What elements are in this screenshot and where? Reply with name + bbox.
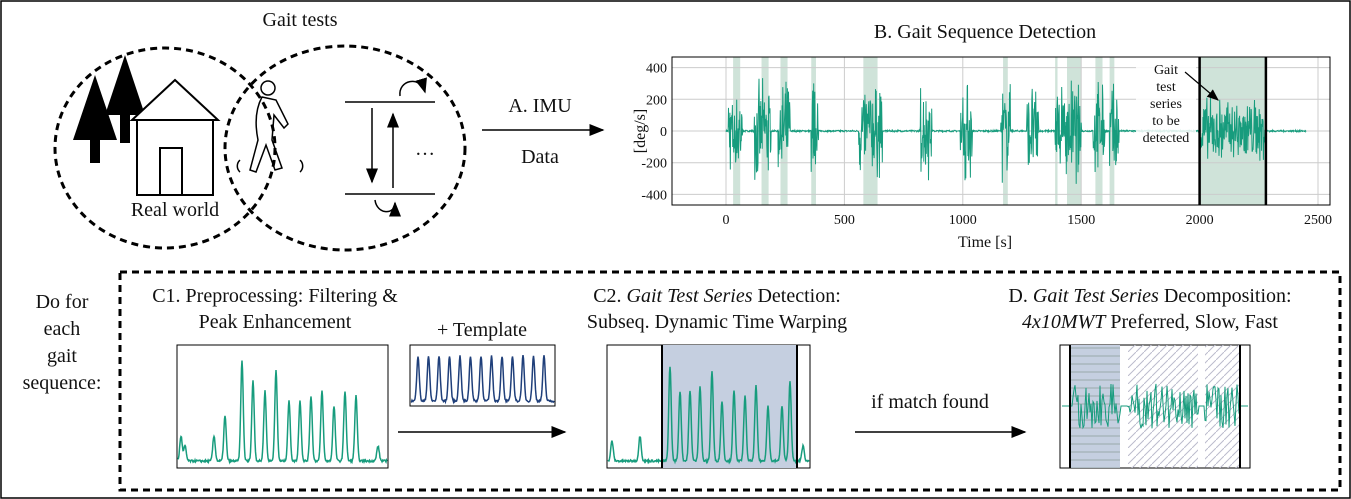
loop-text: gait	[47, 345, 77, 367]
annotation-bg	[1136, 60, 1196, 148]
plot-b-title: B. Gait Sequence Detection	[874, 21, 1096, 43]
x-tick-label: 1000	[949, 213, 977, 228]
x-tick-label: 0	[723, 213, 730, 228]
loop-box	[118, 270, 1342, 492]
annotation-text: test	[1156, 80, 1176, 95]
imu-signal	[725, 78, 1307, 184]
peak-signal	[607, 366, 810, 465]
annotation-text: to be	[1152, 114, 1180, 129]
gait-tests-label: Gait tests	[263, 9, 338, 31]
small-plots	[176, 344, 1248, 469]
annotation-text: series	[1150, 97, 1182, 112]
x-tick-label: 1500	[1067, 213, 1095, 228]
annotation: Gait test series to be detected	[1136, 60, 1196, 148]
loop-label: Do for each gait sequence:	[23, 291, 102, 394]
arrow-a-label: A. IMU	[508, 95, 572, 117]
arrow-a-sublabel: Data	[521, 146, 559, 168]
annotation-text: Gait	[1154, 63, 1178, 78]
y-tick-label: -200	[641, 157, 667, 172]
c1-title: C1. Preprocessing: Filtering &	[152, 285, 398, 307]
walker-icon	[236, 80, 304, 173]
y-tick-label: 0	[660, 125, 667, 140]
c1-title: Peak Enhancement	[199, 311, 352, 333]
annotation-arrow	[1184, 71, 1219, 101]
trees	[73, 55, 145, 163]
c2-title: C2. Gait Test Series Detection:	[593, 285, 841, 307]
plot-b-ylabel: [deg/s]	[632, 109, 649, 153]
match-label: if match found	[871, 391, 989, 413]
real-world-label: Real world	[131, 199, 219, 221]
annotation-text: detected	[1143, 131, 1190, 146]
gait-tests-ellipse	[223, 44, 467, 252]
plot-b-xlabel: Time [s]	[958, 234, 1012, 251]
plot-b-axes	[671, 56, 1331, 206]
loop-text: Do for	[36, 291, 89, 313]
d-subtitle: 4x10MWT Preferred, Slow, Fast	[1022, 311, 1278, 333]
d-fast	[1205, 345, 1240, 468]
template-label: + Template	[437, 319, 527, 341]
c2-match-region	[662, 345, 797, 468]
y-tick-label: -400	[641, 188, 667, 203]
c2-subtitle: Subseq. Dynamic Time Warping	[587, 311, 847, 333]
gait-test-sketch	[345, 77, 435, 217]
ellipsis: …	[415, 138, 435, 160]
x-tick-label: 2000	[1186, 213, 1214, 228]
decomposed-signal	[1062, 383, 1248, 430]
x-tick-label: 500	[834, 213, 855, 228]
y-tick-label: 400	[646, 62, 667, 77]
loop-text: each	[44, 318, 81, 340]
loop-text: sequence:	[23, 372, 102, 394]
peak-signal	[410, 354, 555, 405]
y-tick-label: 200	[646, 93, 667, 108]
x-tick-label: 2500	[1304, 213, 1332, 228]
house	[129, 78, 221, 196]
peak-signal	[177, 360, 388, 465]
d-title: D. Gait Test Series Decomposition:	[1008, 285, 1291, 307]
